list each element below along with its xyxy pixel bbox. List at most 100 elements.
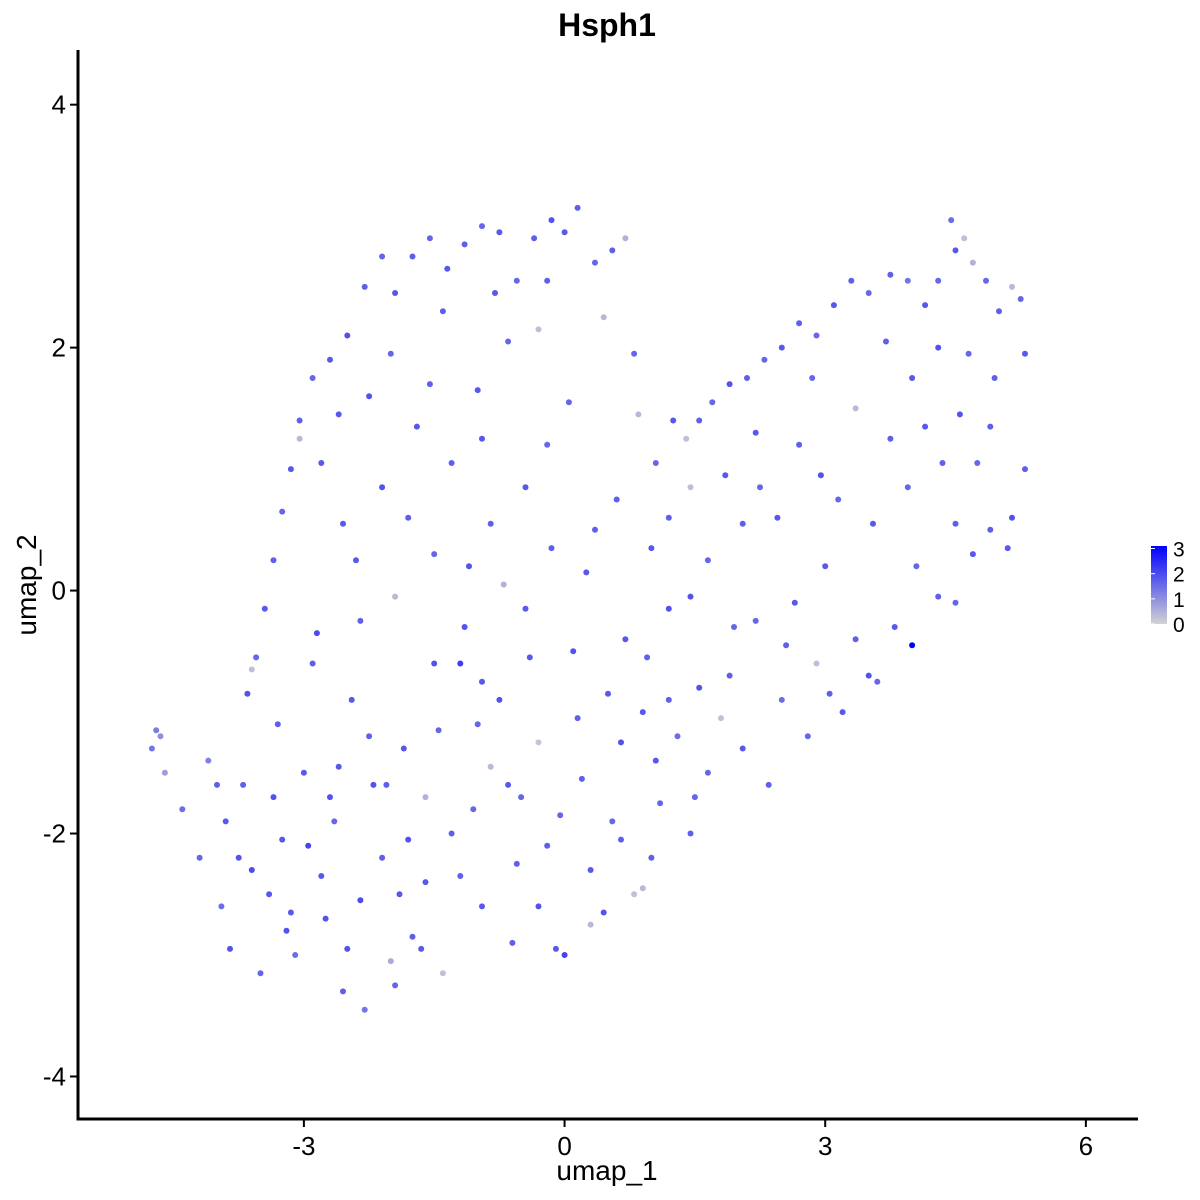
data-point [726,381,733,388]
data-point [392,982,399,989]
data-point [535,739,542,746]
data-point [535,903,542,910]
data-point [796,441,803,448]
data-point [287,909,294,916]
data-point [379,253,386,260]
data-point [983,277,989,284]
data-point [544,277,551,284]
data-point [248,666,255,673]
data-point [552,945,559,952]
data-point [392,290,399,296]
data-point [600,909,607,916]
data-point [305,842,312,849]
data-point [466,563,472,570]
data-point [939,460,946,466]
data-point [887,271,894,278]
data-point [153,727,160,734]
data-point [392,593,399,600]
data-point [296,435,303,442]
data-point [605,690,611,697]
data-point [561,952,568,958]
data-point [279,836,286,843]
data-point [218,903,225,910]
data-point [826,690,833,697]
data-point [331,818,338,825]
data-point [952,247,959,254]
data-point [639,709,646,716]
data-point [513,860,520,867]
data-point [457,873,464,879]
data-point [891,624,898,630]
data-point [496,229,503,236]
data-point [952,520,959,527]
data-point [518,794,525,801]
data-point [722,472,729,479]
data-point [996,308,1002,315]
data-point [522,605,529,612]
data-point [913,563,920,570]
data-point [687,484,694,491]
data-point [987,526,994,533]
data-point [852,636,859,643]
data-point [618,836,624,843]
chart-title: Hsph1 [558,7,656,43]
data-point [357,897,364,904]
data-point [578,775,585,782]
data-point [474,387,481,394]
data-point [361,283,368,290]
data-point [1022,466,1028,473]
y-tick-label: -4 [43,1061,66,1091]
data-point [874,678,881,685]
data-point [822,563,829,570]
data-point [704,769,711,776]
data-point [839,709,846,716]
data-point [400,745,407,752]
data-point [574,715,581,722]
data-point [214,781,220,788]
data-point [587,921,594,928]
data-point [257,970,264,977]
data-point [592,259,598,266]
data-point [353,557,359,564]
legend-tick-label: 2 [1173,564,1185,587]
data-point [796,320,803,327]
data-point [348,696,355,703]
data-point [709,399,716,406]
data-point [309,375,316,381]
data-point [513,277,520,284]
legend-tick-label: 1 [1173,589,1185,612]
data-point [644,654,651,661]
data-point [300,769,307,776]
data-point [631,891,638,898]
data-point [431,551,438,558]
data-point [718,715,724,722]
data-point [583,569,590,576]
data-point [179,806,186,813]
data-point [652,460,659,466]
data-point [266,891,273,898]
data-point [505,781,512,788]
data-point [883,338,889,345]
data-point [739,520,746,527]
data-point [222,818,229,825]
data-point [765,781,772,788]
data-point [609,818,616,825]
data-point [1009,514,1015,521]
x-tick-label: -3 [292,1131,315,1161]
data-point [657,800,664,807]
data-point [361,1006,368,1013]
data-point [479,223,485,230]
data-point [422,879,429,886]
data-point [522,484,529,491]
data-point [726,672,733,679]
data-point [731,624,737,630]
data-point [565,399,572,406]
data-point [935,277,942,284]
data-point [366,733,373,740]
data-point [956,411,963,418]
data-point [413,423,420,430]
data-point [418,945,425,952]
data-point [752,429,759,436]
data-point [739,745,746,752]
data-point [974,460,981,466]
